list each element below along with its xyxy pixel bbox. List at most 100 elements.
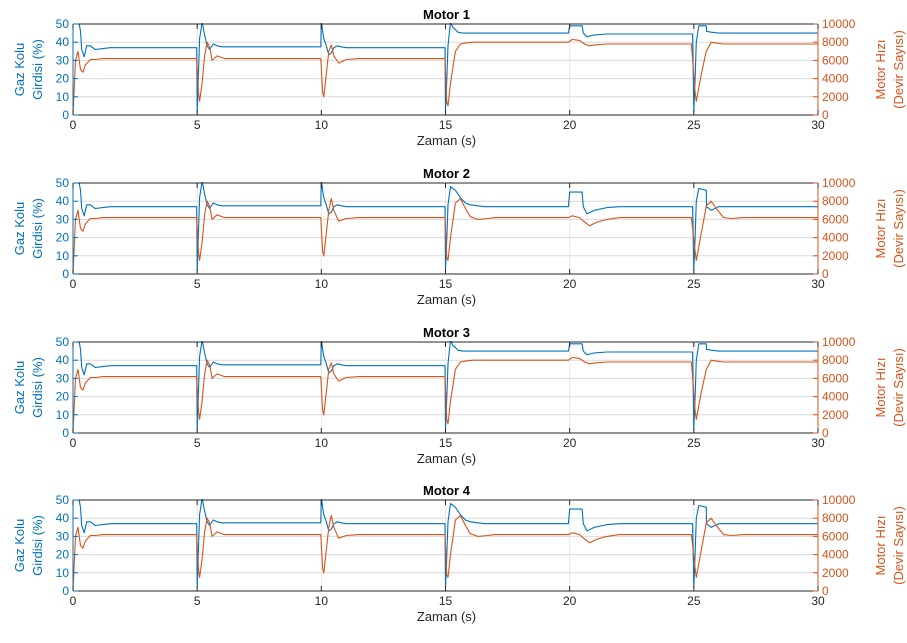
- y-right-tick-label: 0: [822, 267, 829, 281]
- y-left-tick-label: 20: [56, 548, 70, 562]
- x-tick-label: 10: [315, 118, 329, 132]
- panel-title: Motor 4: [423, 483, 471, 498]
- y-right-tick-label: 4000: [822, 390, 849, 404]
- y-right-tick-label: 10000: [822, 176, 856, 190]
- x-tick-label: 20: [563, 118, 577, 132]
- y-left-tick-label: 0: [62, 108, 69, 122]
- y-left-tick-label: 20: [56, 390, 70, 404]
- y-right-tick-label: 10000: [822, 335, 856, 349]
- x-tick-label: 0: [70, 277, 77, 291]
- panel-title: Motor 2: [423, 166, 470, 181]
- y-left-tick-label: 50: [56, 493, 70, 507]
- y-left-tick-label: 30: [56, 212, 70, 226]
- y-right-tick-label: 10000: [822, 17, 856, 31]
- y-right-tick-label: 8000: [822, 194, 849, 208]
- panel-title: Motor 3: [423, 325, 470, 340]
- y-right-tick-label: 0: [822, 108, 829, 122]
- motor-speed-line: [73, 514, 818, 592]
- y-right-tick-label: 4000: [822, 548, 849, 562]
- x-tick-label: 0: [70, 118, 77, 132]
- y-right-tick-label: 2000: [822, 566, 849, 580]
- throttle-input-line: [73, 499, 818, 588]
- x-tick-label: 30: [811, 436, 825, 450]
- x-tick-label: 5: [194, 118, 201, 132]
- y-left-label-line1: Gaz Kolu: [12, 202, 27, 255]
- x-tick-label: 15: [439, 277, 453, 291]
- y-left-tick-label: 30: [56, 371, 70, 385]
- x-tick-label: 5: [194, 277, 201, 291]
- y-left-tick-label: 30: [56, 529, 70, 543]
- y-left-tick-label: 30: [56, 53, 70, 67]
- y-left-tick-label: 20: [56, 231, 70, 245]
- x-tick-label: 15: [439, 594, 453, 608]
- x-tick-label: 20: [563, 277, 577, 291]
- y-right-tick-label: 6000: [822, 371, 849, 385]
- panel-4: 0 5 10 15 20 25 300102030405002000400060008000…: [12, 483, 906, 624]
- y-left-tick-label: 10: [56, 90, 70, 104]
- y-left-label-line2: Girdisi (%): [30, 357, 45, 418]
- y-right-label-line1: Motor Hızı: [873, 516, 888, 576]
- y-left-label-line1: Gaz Kolu: [12, 519, 27, 572]
- throttle-input-line: [73, 182, 818, 271]
- y-right-label-line1: Motor Hızı: [873, 40, 888, 100]
- y-left-label-line2: Girdisi (%): [30, 198, 45, 259]
- y-left-label-line2: Girdisi (%): [30, 39, 45, 100]
- x-tick-label: 25: [687, 118, 701, 132]
- motor-speed-line: [73, 356, 818, 434]
- y-left-tick-label: 40: [56, 511, 70, 525]
- x-axis-label: Zaman (s): [417, 609, 476, 624]
- x-tick-label: 30: [811, 277, 825, 291]
- x-tick-label: 5: [194, 436, 201, 450]
- y-right-tick-label: 8000: [822, 353, 849, 367]
- y-right-tick-label: 4000: [822, 72, 849, 86]
- y-left-tick-label: 50: [56, 17, 70, 31]
- y-right-tick-label: 2000: [822, 408, 849, 422]
- panel-3: 0 5 10 15 20 25 300102030405002000400060008000…: [12, 325, 906, 466]
- x-tick-label: 25: [687, 277, 701, 291]
- x-tick-label: 20: [563, 436, 577, 450]
- y-left-tick-label: 0: [62, 426, 69, 440]
- y-left-tick-label: 40: [56, 35, 70, 49]
- y-left-tick-label: 40: [56, 194, 70, 208]
- y-right-label-line1: Motor Hızı: [873, 199, 888, 259]
- y-left-label-line1: Gaz Kolu: [12, 43, 27, 96]
- x-tick-label: 5: [194, 594, 201, 608]
- y-right-tick-label: 0: [822, 584, 829, 598]
- y-right-tick-label: 10000: [822, 493, 856, 507]
- y-left-tick-label: 0: [62, 267, 69, 281]
- x-tick-label: 25: [687, 436, 701, 450]
- x-tick-label: 15: [439, 118, 453, 132]
- y-right-tick-label: 8000: [822, 511, 849, 525]
- panel-title: Motor 1: [423, 7, 470, 22]
- y-right-label-line2: (Devir Sayısı): [891, 506, 906, 585]
- y-left-tick-label: 50: [56, 335, 70, 349]
- motor-speed-line: [73, 197, 818, 275]
- y-right-tick-label: 8000: [822, 35, 849, 49]
- x-tick-label: 25: [687, 594, 701, 608]
- y-right-tick-label: 6000: [822, 212, 849, 226]
- x-tick-label: 10: [315, 277, 329, 291]
- x-tick-label: 15: [439, 436, 453, 450]
- throttle-input-line: [73, 23, 818, 112]
- panel-2: 0 5 10 15 20 25 300102030405002000400060008000…: [12, 166, 906, 307]
- y-right-label-line2: (Devir Sayısı): [891, 189, 906, 268]
- x-axis-label: Zaman (s): [417, 133, 476, 148]
- x-tick-label: 10: [315, 594, 329, 608]
- x-tick-label: 20: [563, 594, 577, 608]
- y-left-label-line1: Gaz Kolu: [12, 361, 27, 414]
- y-right-tick-label: 6000: [822, 529, 849, 543]
- x-tick-label: 30: [811, 118, 825, 132]
- x-tick-label: 0: [70, 594, 77, 608]
- y-right-label-line1: Motor Hızı: [873, 358, 888, 418]
- x-tick-label: 0: [70, 436, 77, 450]
- y-left-tick-label: 20: [56, 72, 70, 86]
- x-axis-label: Zaman (s): [417, 451, 476, 466]
- y-right-tick-label: 6000: [822, 53, 849, 67]
- panel-1: 0 5 10 15 20 25 300102030405002000400060008000…: [12, 7, 906, 148]
- y-right-tick-label: 2000: [822, 249, 849, 263]
- y-left-tick-label: 10: [56, 249, 70, 263]
- y-right-label-line2: (Devir Sayısı): [891, 30, 906, 109]
- throttle-input-line: [73, 341, 818, 430]
- x-tick-label: 30: [811, 594, 825, 608]
- y-left-tick-label: 10: [56, 408, 70, 422]
